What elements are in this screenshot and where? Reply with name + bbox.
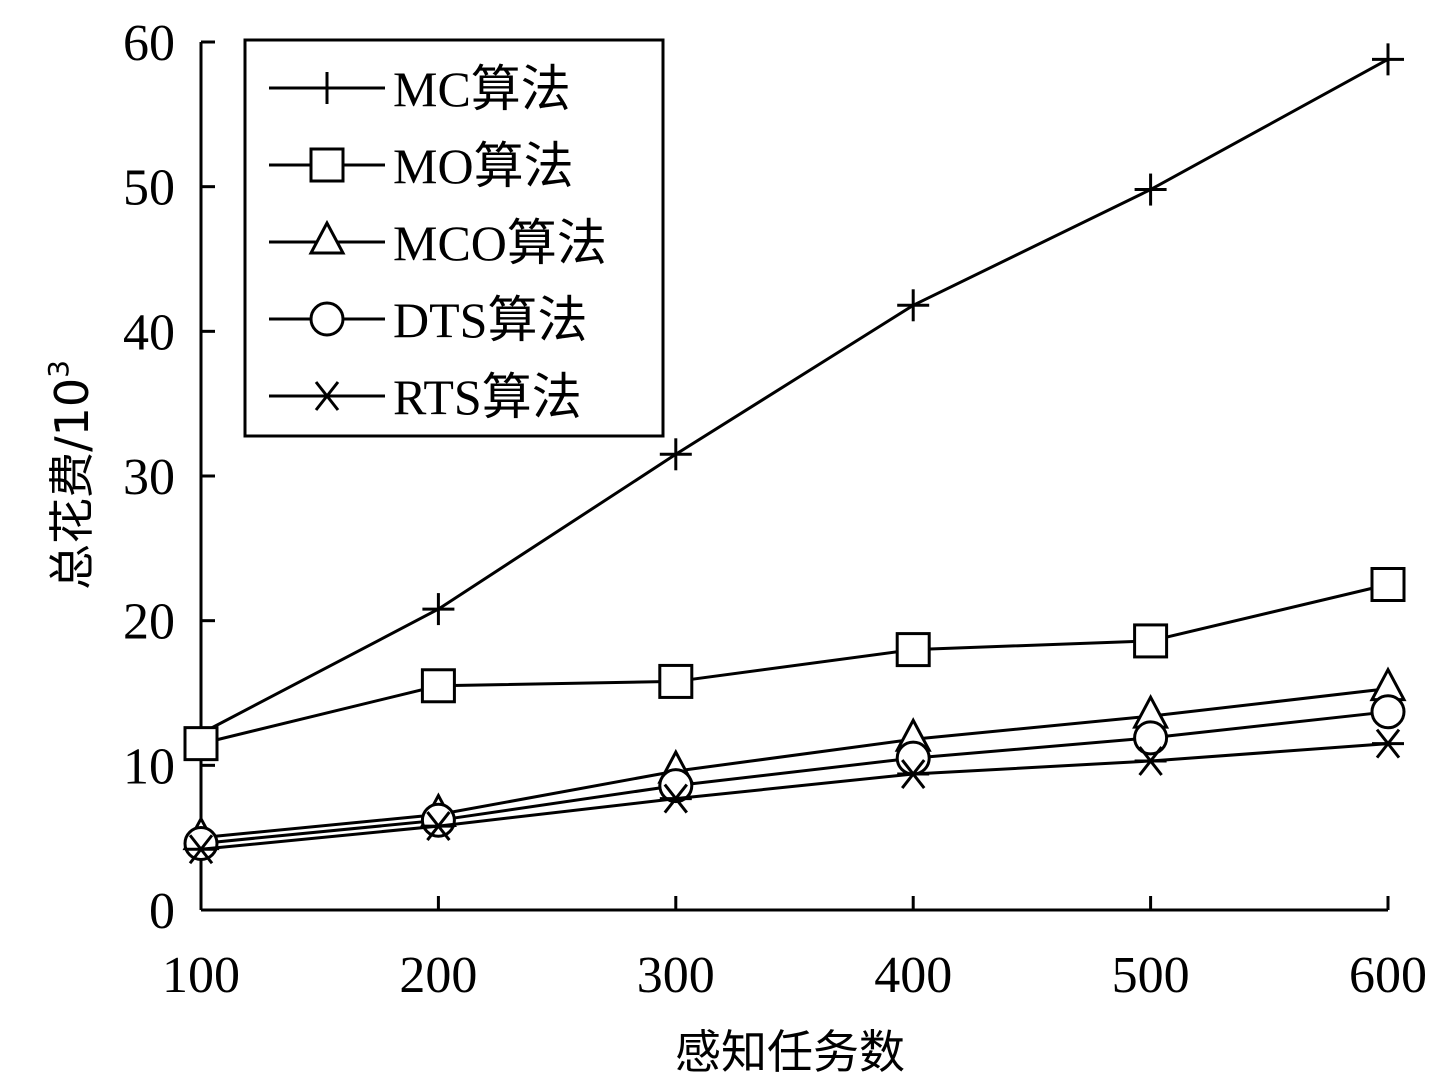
series-layer	[182, 43, 1407, 865]
series-plus	[185, 43, 1404, 750]
data-point	[422, 593, 455, 626]
data-point	[1134, 746, 1167, 776]
data-point	[895, 632, 931, 668]
y-tick-label: 0	[149, 883, 175, 940]
data-point	[1133, 720, 1169, 756]
series-line	[200, 742, 1389, 851]
y-axis-title: 总花费/103	[42, 360, 99, 590]
data-point	[422, 811, 455, 842]
legend: MC算法 MO算法 MCO算法 DTS算法 RTS算法	[243, 38, 665, 438]
series-circle	[183, 694, 1406, 861]
data-point	[897, 759, 930, 789]
y-tick-label: 40	[123, 304, 175, 361]
y-tick-label: 10	[123, 738, 175, 795]
data-point	[1133, 623, 1169, 659]
data-point	[1372, 728, 1404, 759]
legend-item: MO算法	[269, 138, 574, 194]
legend-box	[243, 38, 665, 438]
legend-marker	[309, 301, 345, 337]
legend-item: DTS算法	[269, 292, 587, 348]
legend-item: MCO算法	[269, 215, 607, 271]
x-tick-label: 300	[637, 947, 715, 1004]
legend-label: RTS算法	[393, 369, 582, 425]
legend-item: MC算法	[269, 61, 571, 117]
series-asterisk	[185, 728, 1404, 865]
legend-label: MC算法	[393, 61, 571, 117]
y-tick-label: 20	[123, 594, 175, 651]
data-point	[1370, 567, 1406, 602]
x-tick-label: 400	[874, 947, 952, 1004]
legend-marker	[308, 219, 346, 255]
series-line	[200, 687, 1389, 840]
y-axis-title-superscript: 3	[42, 360, 75, 378]
series-line	[200, 58, 1389, 735]
y-tick-label: 60	[123, 15, 175, 72]
legend-label: MCO算法	[393, 215, 607, 271]
x-axis-title: 感知任务数	[675, 1025, 905, 1079]
data-point	[1370, 694, 1406, 730]
data-point	[1372, 43, 1404, 76]
data-point	[185, 834, 217, 865]
data-point	[658, 663, 694, 699]
data-point	[420, 668, 456, 704]
x-tick-label: 100	[162, 947, 240, 1004]
series-square	[183, 567, 1406, 762]
x-tick-label: 200	[399, 947, 477, 1004]
x-tick-label: 500	[1112, 947, 1190, 1004]
legend-marker	[311, 72, 343, 104]
data-point	[658, 768, 694, 804]
legend-label: MO算法	[393, 138, 574, 194]
series-line	[200, 710, 1389, 845]
svg-text:总花费/103: 总花费/103	[42, 360, 99, 590]
data-point	[897, 289, 930, 322]
data-point	[183, 825, 219, 861]
data-point	[659, 438, 692, 471]
data-point	[183, 726, 219, 762]
data-point	[895, 740, 931, 776]
y-axis-title-main: 总花费/10	[45, 378, 99, 590]
legend-marker	[311, 381, 343, 411]
y-tick-label: 30	[123, 449, 175, 506]
series-triangle	[182, 666, 1407, 851]
axes: 0 10 20 30 40 50 60 100 200 300 400 500 600	[123, 15, 1427, 1004]
data-point	[659, 783, 692, 814]
legend-marker	[309, 147, 345, 183]
data-point	[1134, 173, 1167, 206]
y-tick-label: 50	[123, 160, 175, 217]
legend-item: RTS算法	[269, 369, 582, 425]
x-tick-label: 600	[1349, 947, 1427, 1004]
data-point	[420, 802, 456, 838]
legend-label: DTS算法	[393, 292, 587, 348]
series-line	[200, 583, 1389, 746]
